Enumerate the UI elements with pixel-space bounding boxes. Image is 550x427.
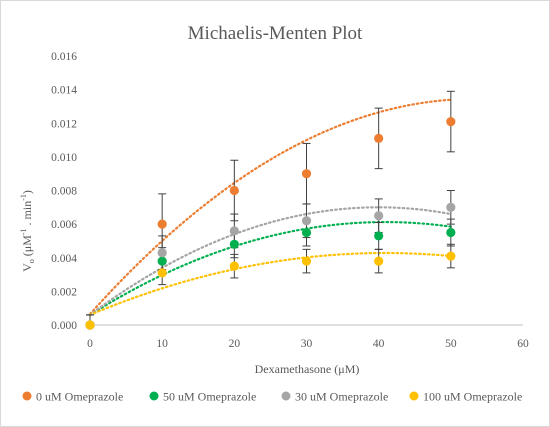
data-point [374,256,384,266]
data-point [301,227,312,238]
y-tick-label: 0.004 [51,253,77,265]
legend-marker [281,391,291,401]
data-point [446,202,456,212]
data-point [157,256,167,266]
data-point [446,251,456,261]
y-axis-ticks: 0.000 0.002 0.004 0.006 0.008 0.010 0.012 0.014… [51,51,77,332]
data-point [446,116,456,127]
data-point [85,320,95,330]
x-tick-label: 50 [445,338,457,350]
data-point [374,231,384,241]
y-axis-label: Vo (μM-1 . min-1) [19,190,36,272]
trendline [88,251,452,317]
data-points [85,116,456,330]
legend-marker [149,391,159,401]
trendline [88,220,452,317]
legend-entry: 50 uM Omeprazole [149,390,256,404]
y-tick-label: 0.010 [51,152,77,164]
trendlines [88,98,452,317]
x-tick-label: 20 [229,338,241,350]
y-tick-label: 0.008 [51,186,77,198]
legend-marker [22,391,32,401]
data-point [229,239,239,249]
x-axis-ticks: 0 10 20 30 40 50 60 [87,338,529,350]
x-tick-label: 30 [301,338,313,350]
chart-title: Michaelis-Menten Plot [188,23,363,44]
data-point [446,227,456,238]
data-point [157,268,167,278]
trendline [88,98,452,316]
y-tick-label: 0.016 [51,51,77,63]
data-point [157,248,167,258]
legend-entry: 30 uM Omeprazole [281,390,388,404]
data-point [374,211,384,221]
x-tick-label: 40 [373,338,385,350]
x-tick-label: 0 [87,338,93,350]
y-tick-label: 0.000 [51,320,77,332]
x-tick-label: 60 [517,338,529,350]
legend-label: 100 uM Omeprazole [423,390,522,404]
y-tick-label: 0.014 [51,85,77,97]
legend-entry: 100 uM Omeprazole [409,390,522,404]
legend-marker [409,391,419,401]
legend-label: 50 uM Omeprazole [163,390,256,404]
data-point [229,185,239,196]
y-tick-label: 0.006 [51,219,77,231]
data-point [229,261,239,271]
data-point [229,226,239,236]
legend-label: 0 uM Omeprazole [36,390,123,404]
y-tick-label: 0.002 [51,286,77,298]
legend-entry: 0 uM Omeprazole [22,390,123,404]
x-tick-label: 10 [156,338,168,350]
y-tick-label: 0.012 [51,118,77,130]
data-point [374,133,384,143]
x-axis-label: Dexamethasone (μM) [255,362,360,376]
trendline [88,206,452,317]
data-point [157,219,167,229]
data-point [301,169,312,179]
legend: 0 uM Omeprazole 50 uM Omeprazole 30 uM Ome… [22,390,522,404]
data-point [301,216,312,226]
legend-label: 30 uM Omeprazole [295,390,388,404]
data-point [301,256,312,266]
